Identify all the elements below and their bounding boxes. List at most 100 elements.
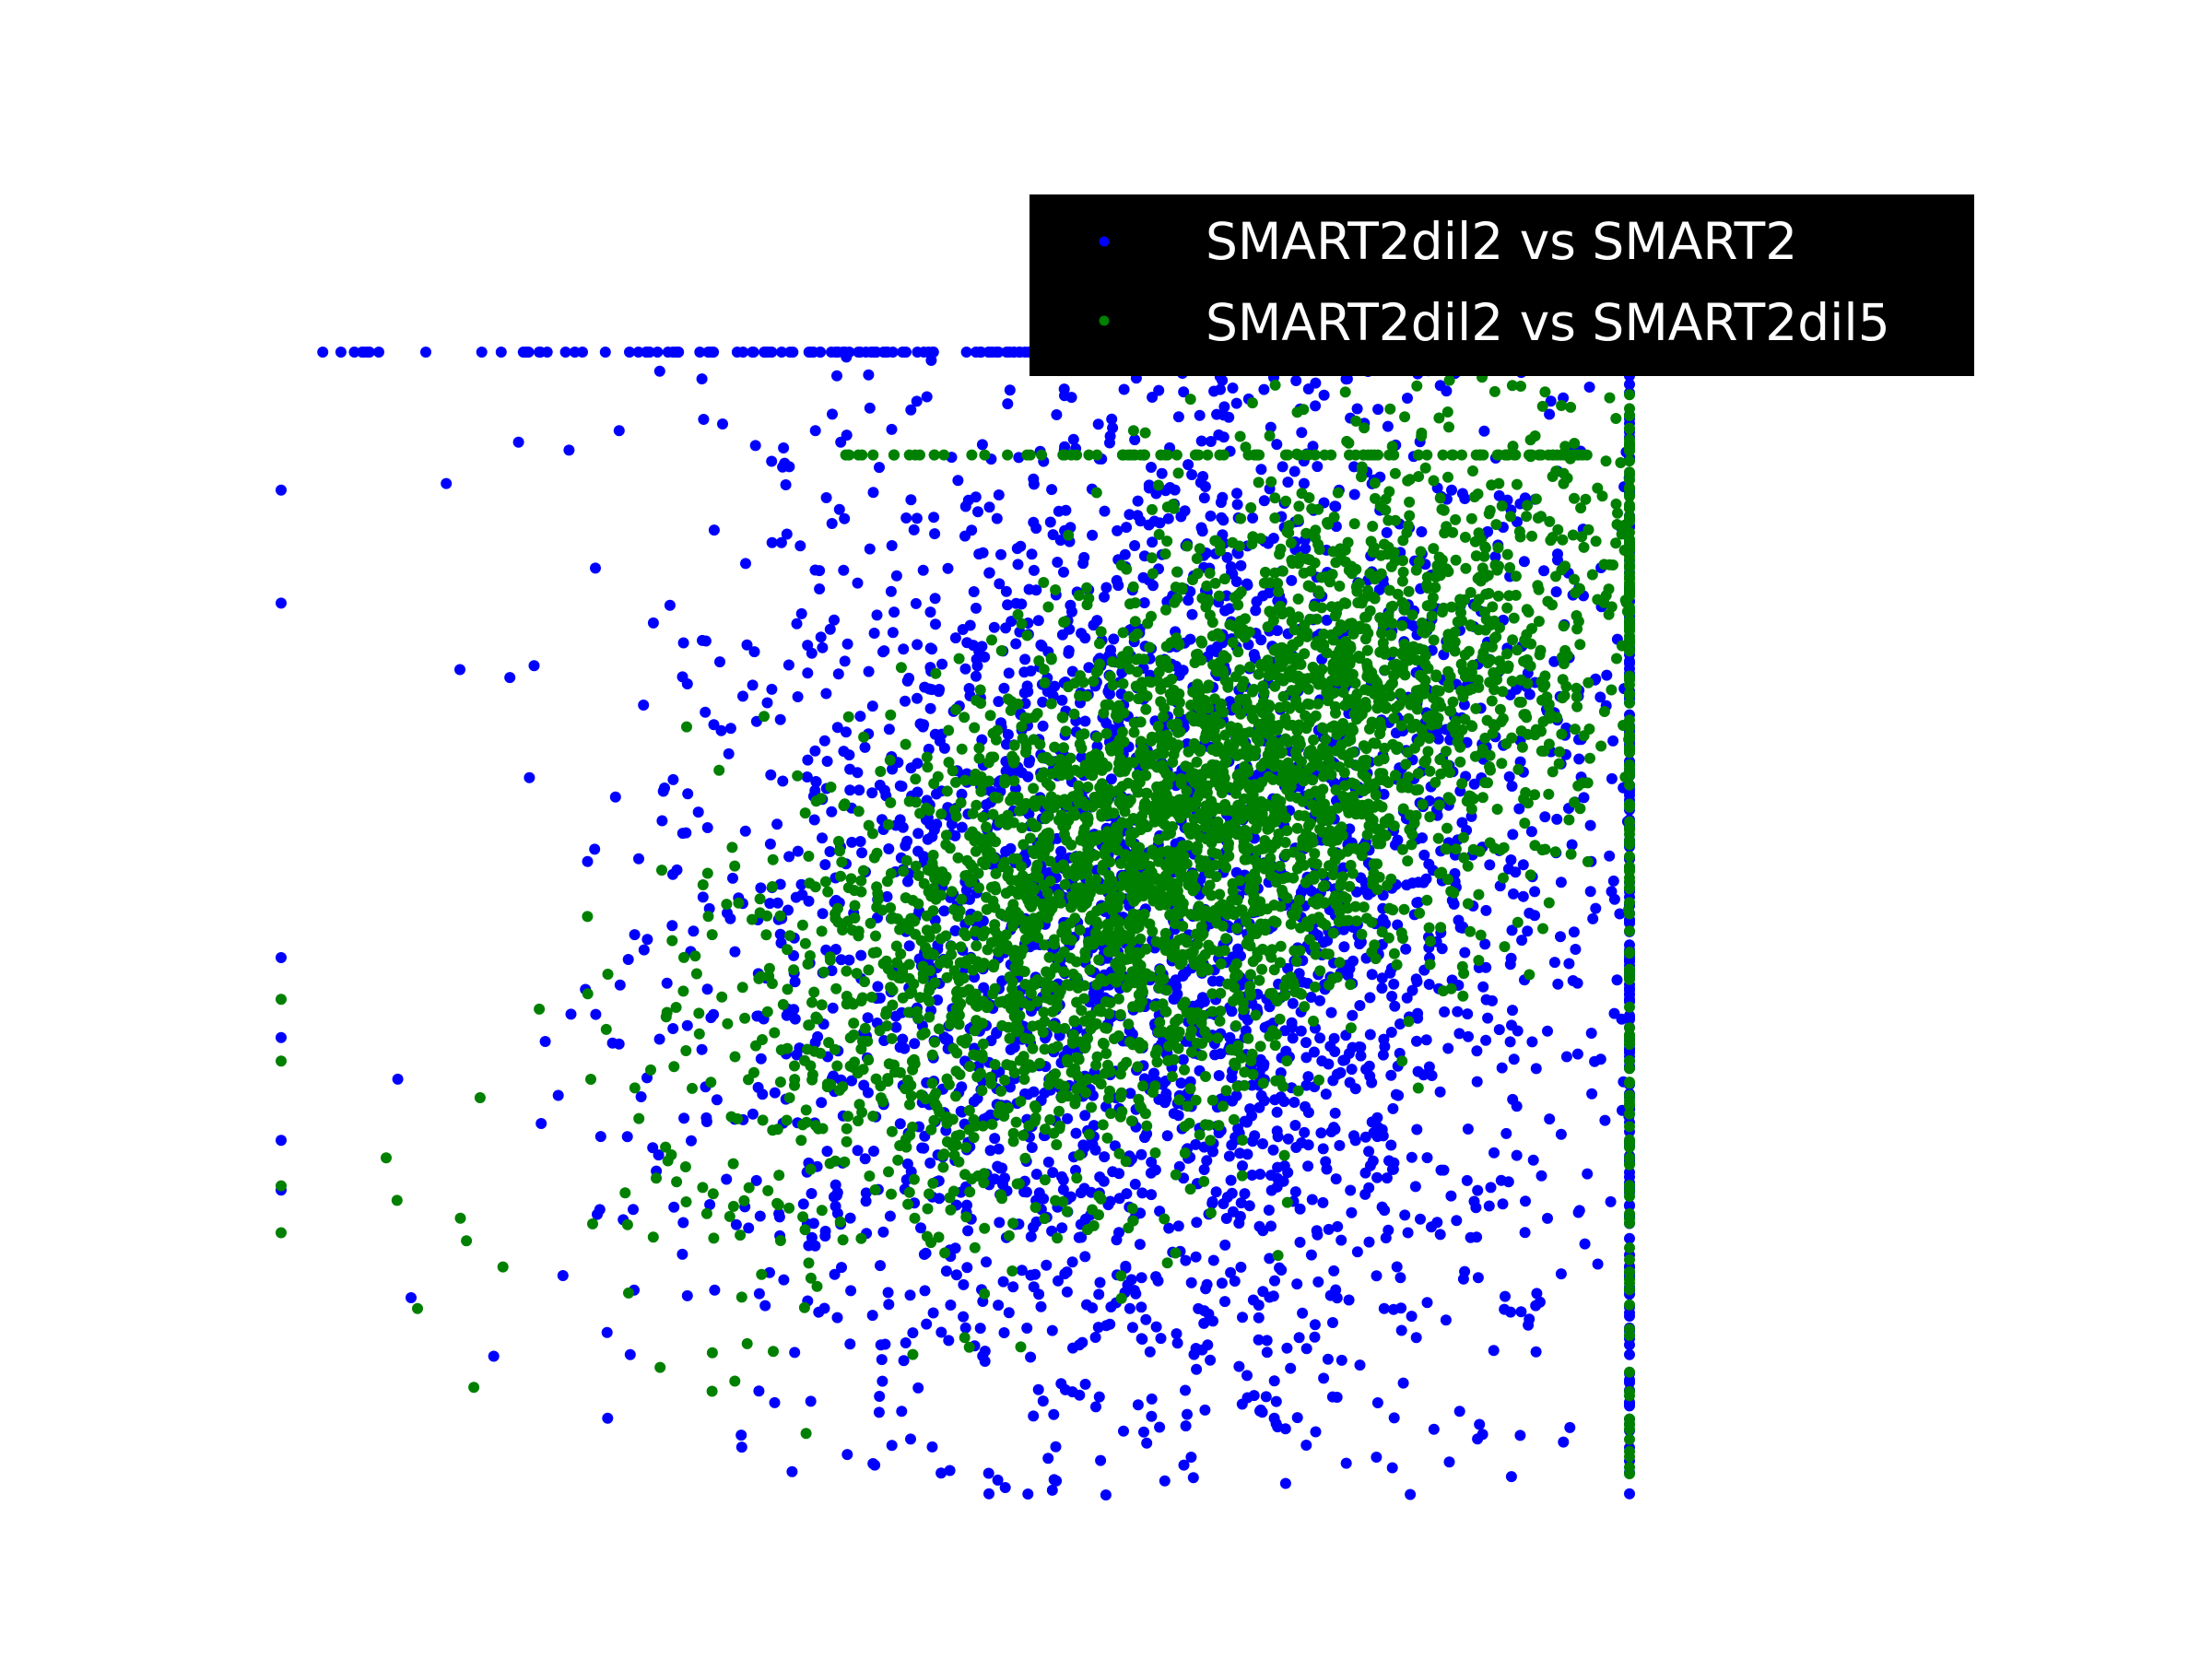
scatter-point bbox=[736, 982, 748, 994]
scatter-point bbox=[802, 667, 814, 679]
scatter-point bbox=[552, 1089, 564, 1101]
scatter-point bbox=[1030, 1169, 1042, 1180]
scatter-point bbox=[1402, 393, 1413, 404]
scatter-point bbox=[1300, 1037, 1312, 1049]
scatter-point bbox=[1331, 1068, 1343, 1080]
scatter-point bbox=[1607, 875, 1619, 887]
scatter-point bbox=[872, 981, 884, 993]
scatter-point bbox=[1480, 904, 1492, 916]
scatter-point bbox=[1047, 1167, 1059, 1179]
scatter-point bbox=[1299, 1001, 1311, 1013]
scatter-point bbox=[757, 1088, 769, 1100]
scatter-point bbox=[1045, 653, 1057, 664]
scatter-point bbox=[769, 1087, 781, 1099]
scatter-point bbox=[1463, 1030, 1474, 1042]
scatter-point bbox=[1215, 383, 1226, 395]
scatter-point bbox=[866, 787, 878, 799]
scatter-point bbox=[1331, 1392, 1343, 1403]
scatter-point bbox=[874, 1391, 886, 1402]
scatter-point bbox=[864, 543, 876, 555]
scatter-point bbox=[971, 694, 982, 706]
scatter-point bbox=[1090, 487, 1102, 499]
plot-area bbox=[276, 347, 1635, 1500]
scatter-point bbox=[1552, 978, 1564, 990]
scatter-point bbox=[1340, 1457, 1352, 1469]
scatter-point bbox=[1437, 985, 1449, 997]
scatter-point bbox=[962, 1225, 974, 1237]
scatter-point bbox=[859, 1022, 871, 1034]
scatter-point bbox=[895, 662, 907, 674]
scatter-point bbox=[1291, 1278, 1303, 1290]
scatter-point bbox=[1039, 1174, 1051, 1186]
scatter-point bbox=[1328, 1265, 1340, 1277]
scatter-point bbox=[924, 642, 936, 654]
scatter-point bbox=[909, 1038, 921, 1050]
scatter-point bbox=[1354, 1359, 1366, 1371]
scatter-point bbox=[1132, 495, 1144, 507]
scatter-point bbox=[629, 1082, 641, 1094]
scatter-point bbox=[894, 1118, 906, 1130]
scatter-point bbox=[1184, 633, 1196, 645]
scatter-point bbox=[1264, 429, 1276, 441]
scatter-point bbox=[917, 564, 929, 576]
scatter-point bbox=[829, 614, 840, 626]
scatter-point bbox=[1524, 907, 1535, 919]
scatter-point bbox=[1471, 1076, 1483, 1088]
scatter-point bbox=[912, 828, 924, 840]
scatter-point bbox=[1550, 586, 1562, 598]
scatter-point bbox=[1235, 1197, 1247, 1209]
scatter-point bbox=[1121, 1188, 1133, 1200]
scatter-point bbox=[1045, 698, 1057, 710]
scatter-point bbox=[1351, 1246, 1363, 1258]
scatter-point bbox=[767, 881, 778, 892]
scatter-point bbox=[795, 607, 807, 619]
scatter-point bbox=[1194, 998, 1206, 1010]
scatter-point bbox=[504, 672, 516, 684]
scatter-point bbox=[1281, 1196, 1293, 1208]
scatter-point bbox=[1314, 994, 1325, 1006]
scatter-point bbox=[1395, 1302, 1407, 1314]
scatter-point bbox=[700, 1207, 712, 1219]
scatter-point bbox=[1391, 959, 1403, 971]
scatter-point bbox=[1182, 594, 1194, 606]
scatter-point bbox=[1028, 478, 1040, 490]
scatter-point bbox=[1454, 756, 1466, 768]
scatter-point bbox=[1479, 938, 1491, 950]
scatter-point bbox=[1289, 1120, 1301, 1131]
scatter-point bbox=[860, 1195, 872, 1207]
scatter-point bbox=[1117, 677, 1129, 689]
scatter-point bbox=[1028, 564, 1040, 576]
scatter-point bbox=[1293, 500, 1305, 512]
scatter-point bbox=[1271, 439, 1283, 451]
scatter-point bbox=[932, 994, 944, 1006]
scatter-point bbox=[1470, 702, 1482, 714]
scatter-point bbox=[765, 769, 777, 781]
scatter-point bbox=[1191, 1217, 1203, 1229]
scatter-point bbox=[1347, 747, 1359, 759]
scatter-point bbox=[1241, 578, 1253, 590]
scatter-point bbox=[1025, 1351, 1037, 1363]
scatter-point bbox=[1225, 561, 1237, 572]
scatter-point bbox=[711, 1094, 723, 1106]
scatter-point bbox=[788, 1004, 800, 1016]
scatter-point bbox=[1146, 462, 1157, 473]
scatter-point bbox=[844, 1212, 856, 1224]
scatter-point bbox=[992, 1160, 1004, 1172]
scatter-point bbox=[792, 845, 804, 857]
scatter-point bbox=[1035, 639, 1047, 651]
scatter-point bbox=[1065, 599, 1077, 611]
scatter-point bbox=[1492, 542, 1504, 554]
scatter-point bbox=[1008, 775, 1020, 787]
scatter-point bbox=[1372, 404, 1384, 416]
scatter-point bbox=[1053, 505, 1065, 517]
scatter-point bbox=[1452, 1006, 1464, 1018]
scatter-point bbox=[1496, 1062, 1508, 1074]
scatter-point bbox=[1334, 644, 1346, 656]
scatter-point bbox=[1268, 1412, 1280, 1424]
scatter-point bbox=[723, 747, 735, 759]
scatter-point bbox=[1048, 1408, 1060, 1420]
scatter-point bbox=[1300, 1343, 1312, 1355]
scatter-point bbox=[1279, 1477, 1291, 1489]
scatter-point bbox=[1538, 565, 1550, 577]
scatter-point bbox=[1555, 931, 1566, 943]
